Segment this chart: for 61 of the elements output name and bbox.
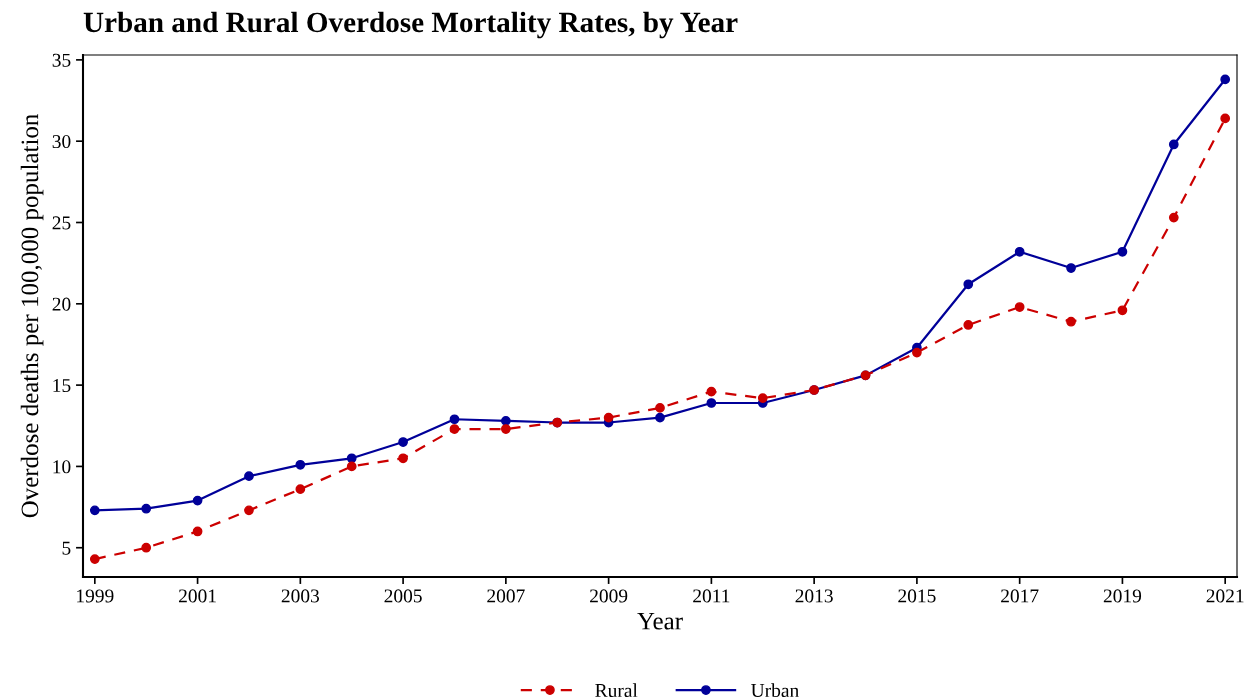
x-tick-label: 1999 (77, 589, 114, 603)
y-tick-label: 10 (53, 460, 71, 474)
point (912, 347, 922, 358)
point (141, 542, 152, 553)
point (963, 320, 974, 330)
point (346, 461, 357, 472)
point (500, 424, 511, 434)
x-tick-label: 2009 (590, 589, 628, 603)
point (89, 554, 100, 564)
x-tick-label: 2021 (1206, 589, 1244, 603)
point (192, 495, 203, 506)
y-axis-title: Overdose deaths per 100,000 population (20, 114, 44, 518)
x-tick-label: 2003 (281, 589, 320, 603)
point (1014, 246, 1025, 257)
point (449, 414, 460, 425)
y-tick-label: 35 (52, 53, 71, 67)
x-tick-label: 2013 (795, 589, 833, 603)
point (655, 403, 665, 413)
x-tick-label: 2011 (693, 589, 730, 603)
x-axis-title: Year (637, 612, 683, 630)
x-tick-label: 2005 (384, 589, 422, 603)
point (706, 398, 717, 408)
point (244, 505, 254, 516)
y-tick-label: 30 (52, 135, 71, 149)
x-tick-label: 2001 (178, 589, 216, 603)
point (1220, 113, 1231, 124)
point (655, 412, 665, 423)
point (603, 412, 614, 423)
x-tick-label: 2015 (898, 589, 936, 603)
point (1066, 263, 1076, 273)
point (757, 393, 768, 403)
point (398, 453, 408, 464)
point (500, 416, 511, 426)
y-tick-label: 15 (53, 379, 71, 393)
point (449, 424, 460, 434)
x-tick-label: 2019 (1103, 589, 1142, 603)
legend-label: Rural (595, 683, 638, 698)
point (1220, 74, 1231, 85)
point (1117, 246, 1128, 257)
y-tick-label: 5 (62, 541, 71, 555)
point (192, 526, 203, 537)
point (346, 453, 357, 464)
point (963, 279, 974, 290)
point (1066, 316, 1076, 327)
point (398, 437, 408, 447)
point (295, 459, 306, 470)
point (89, 505, 100, 516)
x-tick-label: 2017 (1001, 589, 1039, 603)
point (244, 471, 254, 482)
y-tick-label: 25 (52, 216, 71, 230)
point (1117, 305, 1128, 316)
point (1014, 302, 1025, 312)
point (1168, 139, 1179, 150)
point (706, 386, 717, 397)
point (295, 484, 306, 495)
x-tick-label: 2007 (487, 589, 525, 603)
point (1168, 212, 1179, 223)
chart-title: Urban and Rural Overdose Mortality Rates, by Year (83, 11, 738, 39)
legend-label: Urban (751, 683, 799, 698)
y-tick-label: 20 (52, 297, 71, 311)
point (141, 503, 152, 514)
